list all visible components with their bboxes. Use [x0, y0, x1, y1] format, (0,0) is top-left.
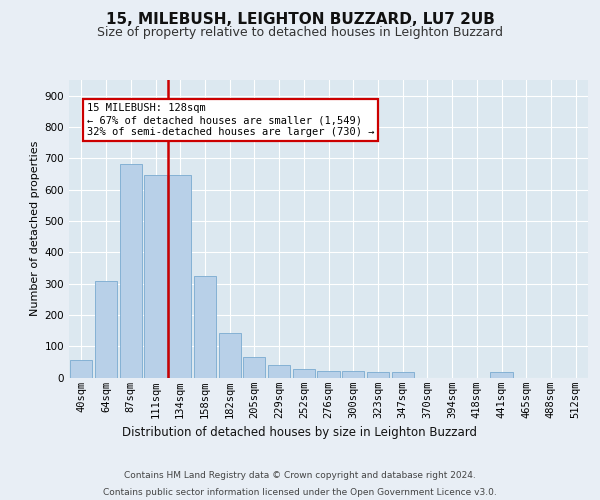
Bar: [218, 332, 241, 378]
Bar: [169, 174, 191, 378]
Text: Size of property relative to detached houses in Leighton Buzzard: Size of property relative to detached ho…: [97, 26, 503, 39]
Bar: [243, 357, 265, 378]
Bar: [317, 371, 340, 378]
Bar: [194, 276, 216, 378]
Bar: [392, 372, 414, 378]
Text: Contains public sector information licensed under the Open Government Licence v3: Contains public sector information licen…: [103, 488, 497, 497]
Y-axis label: Number of detached properties: Number of detached properties: [31, 141, 40, 316]
Bar: [367, 372, 389, 378]
Bar: [268, 365, 290, 378]
Bar: [145, 174, 167, 378]
Text: Contains HM Land Registry data © Crown copyright and database right 2024.: Contains HM Land Registry data © Crown c…: [124, 472, 476, 480]
Bar: [490, 372, 512, 378]
Bar: [342, 371, 364, 378]
Bar: [293, 368, 315, 378]
Text: 15 MILEBUSH: 128sqm
← 67% of detached houses are smaller (1,549)
32% of semi-det: 15 MILEBUSH: 128sqm ← 67% of detached ho…: [87, 104, 374, 136]
Bar: [70, 360, 92, 378]
Bar: [119, 164, 142, 378]
Text: Distribution of detached houses by size in Leighton Buzzard: Distribution of detached houses by size …: [122, 426, 478, 439]
Bar: [95, 282, 117, 378]
Text: 15, MILEBUSH, LEIGHTON BUZZARD, LU7 2UB: 15, MILEBUSH, LEIGHTON BUZZARD, LU7 2UB: [106, 12, 494, 28]
